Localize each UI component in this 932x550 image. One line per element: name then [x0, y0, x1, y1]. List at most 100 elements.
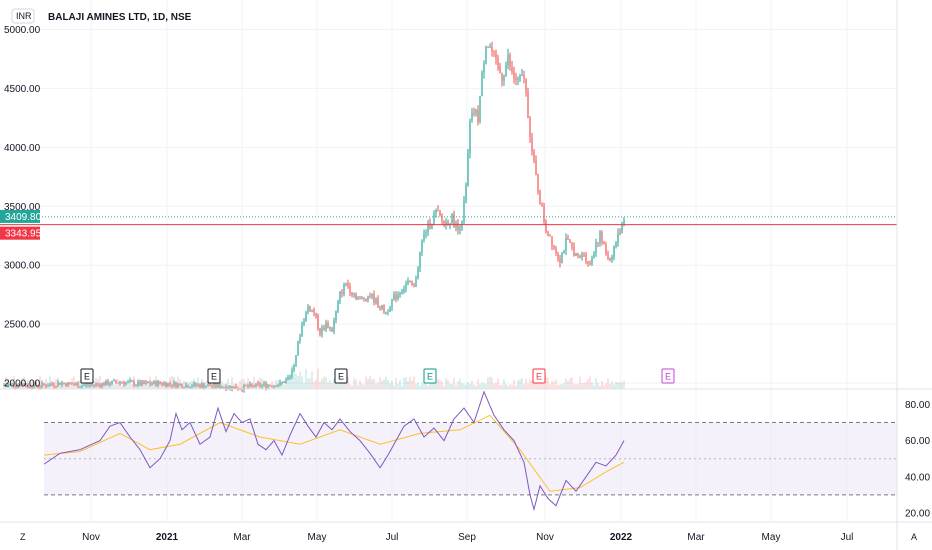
candle — [241, 387, 243, 393]
volume-bar — [377, 382, 379, 389]
volume-bar — [487, 377, 489, 389]
candle — [289, 374, 291, 381]
candle — [245, 384, 247, 387]
candle — [585, 251, 587, 265]
price-tick-label: 2000.00 — [4, 379, 41, 390]
candle — [175, 381, 177, 389]
candle — [187, 384, 189, 388]
volume-bar — [467, 382, 469, 389]
candle — [313, 307, 315, 317]
price-axis[interactable]: 2000.00 2500.00 3000.00 3500.00 4000.00 4500.… — [4, 25, 41, 390]
candle — [113, 378, 115, 382]
volume-bar — [529, 379, 531, 389]
rsi-line[interactable] — [43, 390, 625, 512]
candle — [617, 228, 619, 247]
volume-bar — [385, 376, 387, 389]
candle — [163, 381, 165, 387]
candle — [513, 66, 515, 84]
candle — [357, 296, 359, 301]
volume-bar — [349, 384, 351, 389]
volume-bar — [391, 381, 393, 389]
candle — [467, 148, 469, 187]
volume-bar — [103, 385, 105, 389]
candle — [461, 220, 463, 231]
earnings-marker[interactable]: E — [532, 368, 546, 384]
candle — [559, 254, 561, 268]
volume-bar — [371, 379, 373, 389]
candle — [335, 310, 337, 324]
zoom-button[interactable]: Z — [20, 532, 26, 542]
volume-bar — [45, 378, 47, 389]
volume-bar — [285, 378, 287, 389]
candle — [621, 221, 623, 234]
volume-bar — [365, 376, 367, 389]
volume-bar — [127, 379, 129, 389]
candle — [531, 132, 533, 156]
candle — [351, 292, 353, 298]
candle — [257, 380, 259, 386]
volume-bar — [605, 383, 607, 389]
candle — [437, 205, 439, 212]
candle — [229, 385, 231, 391]
rsi-axis[interactable]: 20.00 40.00 60.00 80.00 — [905, 400, 930, 519]
volume-bar — [535, 379, 537, 389]
time-axis[interactable]: Nov 2021 Mar May Jul Sep Nov 2022 Mar May Jul — [82, 532, 853, 543]
candle — [589, 260, 591, 266]
volume-bar — [441, 381, 443, 389]
candle — [425, 229, 427, 239]
earnings-marker[interactable]: E — [661, 368, 675, 384]
volume-bar — [393, 385, 395, 389]
candle — [433, 210, 435, 226]
auto-scale-button[interactable]: A — [911, 532, 917, 542]
volume-bar — [309, 378, 311, 389]
candle — [419, 251, 421, 273]
candle — [403, 285, 405, 294]
candle — [177, 382, 179, 389]
candle — [583, 252, 585, 257]
volume-bar — [315, 379, 317, 389]
candle — [301, 321, 303, 337]
candle — [173, 380, 175, 388]
volume-bar — [289, 378, 291, 389]
candle — [615, 241, 617, 249]
earnings-marker[interactable]: E — [207, 368, 221, 384]
rsi-tick-label: 80.00 — [905, 400, 930, 411]
volume-bar — [375, 383, 377, 389]
candle — [121, 381, 123, 384]
candle — [277, 383, 279, 388]
candle — [601, 230, 603, 246]
volume-bar — [577, 384, 579, 389]
volume-bar — [355, 379, 357, 389]
candle — [269, 384, 271, 387]
candle — [285, 377, 287, 384]
candle — [329, 326, 331, 332]
volume-bar — [553, 381, 555, 389]
earnings-marker[interactable]: E — [423, 368, 437, 384]
candle — [69, 382, 71, 385]
earnings-marker[interactable]: E — [80, 368, 94, 384]
candle — [395, 291, 397, 303]
candle — [23, 383, 25, 386]
candle — [349, 282, 351, 296]
candle — [353, 292, 355, 298]
candle — [299, 333, 301, 344]
candle — [405, 280, 407, 293]
volume-bar — [563, 383, 565, 389]
volume-bar — [493, 383, 495, 389]
volume-bar — [269, 384, 271, 389]
candle — [413, 283, 415, 288]
candle — [443, 220, 445, 228]
candle — [153, 380, 155, 385]
currency-badge[interactable]: INR — [11, 8, 35, 24]
candle — [369, 292, 371, 299]
candle — [603, 241, 605, 245]
volume-bar — [9, 383, 11, 389]
volume-bar — [437, 378, 439, 389]
volume-bar — [59, 385, 61, 389]
earnings-marker[interactable]: E — [334, 368, 348, 384]
volume-bar — [227, 378, 229, 389]
candle — [579, 254, 581, 259]
volume-bar — [439, 380, 441, 389]
